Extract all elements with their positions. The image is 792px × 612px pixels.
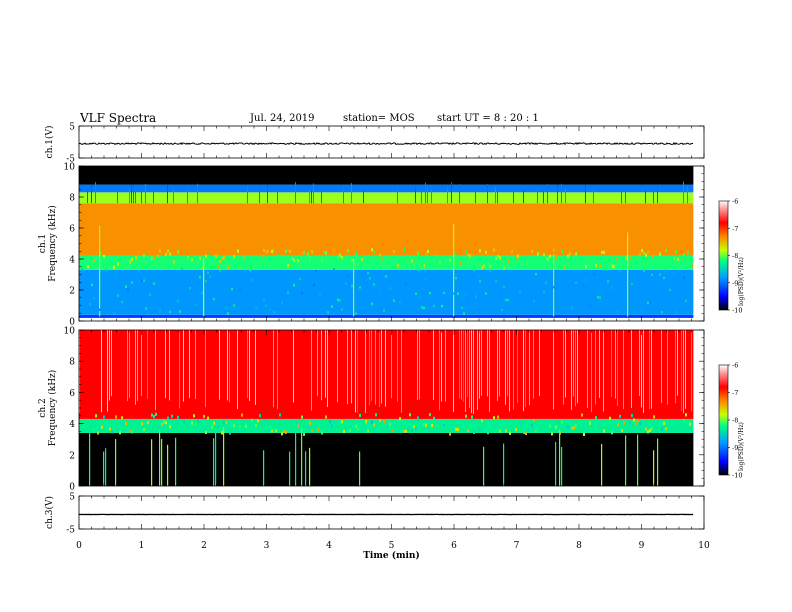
colorbar-tick-label: -10 — [732, 307, 742, 315]
spectrogram-band — [79, 418, 694, 433]
spectrogram-band — [79, 330, 694, 419]
chart-title: VLF Spectra — [80, 111, 157, 125]
colorbar-tick-label: -7 — [732, 225, 738, 233]
colorbar-label: log(PSD)(V²/Hz) — [738, 257, 745, 306]
x-tick-label: 6 — [451, 541, 457, 551]
colorbar-ch1 — [718, 200, 729, 311]
y-tick-label: 5 — [69, 123, 75, 133]
x-tick-label: 3 — [264, 541, 270, 551]
y-axis-label: Frequency (kHz) — [47, 205, 58, 282]
x-tick-label: 7 — [514, 541, 520, 551]
y-tick-label: 2 — [69, 451, 75, 461]
x-tick-label: 8 — [576, 541, 582, 551]
x-tick-label: 0 — [76, 541, 82, 551]
colorbar-tick-label: -10 — [732, 472, 742, 480]
station-label: station= MOS — [343, 113, 415, 124]
spectrogram-band — [79, 314, 694, 318]
colorbar-tick-label: -9 — [732, 279, 738, 287]
spectrogram-ch2 — [79, 330, 694, 486]
colorbar-label: log(PSD)(V²/Hz) — [738, 422, 745, 471]
y-tick-label: 5 — [69, 493, 75, 503]
x-axis-label: Time (min) — [363, 550, 420, 561]
spectrogram-band — [79, 203, 694, 256]
y-tick-label: 6 — [69, 225, 75, 235]
y-tick-label: 10 — [64, 163, 76, 173]
date-label: Jul. 24, 2019 — [250, 113, 315, 124]
y-tick-label: 6 — [69, 389, 75, 399]
y-tick-label: 0 — [69, 483, 75, 493]
spectrogram-ch1 — [79, 166, 694, 318]
y-tick-label: 10 — [64, 327, 76, 337]
x-tick-label: 4 — [326, 541, 332, 551]
colorbar-tick-label: -6 — [732, 362, 738, 370]
y-axis-label: ch.2 — [38, 398, 48, 417]
colorbar-tick-label: -8 — [732, 252, 738, 260]
y-tick-label: 4 — [69, 420, 75, 430]
y-axis-label: ch.1 — [38, 234, 48, 253]
x-tick-label: 5 — [389, 541, 395, 551]
spectrogram-band — [79, 184, 694, 193]
y-axis-label: Frequency (kHz) — [47, 370, 58, 447]
spectrogram-band — [79, 192, 694, 204]
colorbar-tick-label: -8 — [732, 417, 738, 425]
spectrogram-band — [79, 432, 694, 486]
spectrogram-band — [79, 166, 694, 185]
colorbar-tick-label: -6 — [732, 198, 738, 206]
x-tick-label: 10 — [698, 541, 710, 551]
y-axis-label: ch.1(V) — [44, 126, 55, 159]
x-tick-label: 9 — [639, 541, 645, 551]
colorbar-tick-label: -7 — [732, 389, 738, 397]
colorbar-ch2 — [718, 364, 729, 476]
waveform-trace-ch1 — [78, 141, 694, 146]
x-tick-label: 2 — [201, 541, 207, 551]
y-tick-label: 0 — [69, 318, 75, 328]
spectrogram-band — [79, 255, 694, 270]
colorbar-tick-label: -9 — [732, 444, 738, 452]
x-tick-label: 1 — [139, 541, 145, 551]
y-tick-label: 8 — [69, 194, 75, 204]
y-tick-label: 4 — [69, 256, 75, 266]
y-tick-label: -5 — [66, 155, 75, 165]
y-tick-label: 8 — [69, 358, 75, 368]
start-time-label: start UT = 8 : 20 : 1 — [437, 113, 539, 124]
y-tick-label: -5 — [66, 526, 75, 536]
y-tick-label: 2 — [69, 287, 75, 297]
y-axis-label: ch.3(V) — [44, 496, 55, 529]
